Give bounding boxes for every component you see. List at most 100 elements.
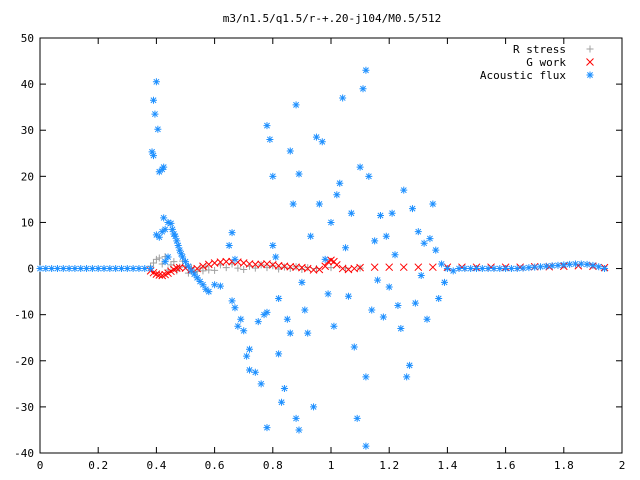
data-point <box>484 265 492 273</box>
data-point <box>583 260 591 268</box>
data-point <box>537 263 545 271</box>
data-point <box>289 200 297 208</box>
data-point <box>155 254 163 262</box>
x-tick-label: 1.2 <box>379 459 399 472</box>
data-point <box>318 138 326 146</box>
data-point <box>315 265 324 274</box>
data-point <box>280 263 288 271</box>
data-point <box>385 283 393 291</box>
data-point <box>148 148 156 156</box>
data-point <box>443 265 451 273</box>
data-point <box>333 191 341 199</box>
data-point <box>225 242 233 249</box>
data-point <box>548 262 556 270</box>
data-point <box>251 260 260 269</box>
data-point <box>149 152 157 160</box>
legend-marker-icon <box>586 71 594 79</box>
data-point <box>237 315 245 323</box>
data-point <box>88 265 96 273</box>
y-tick-label: -40 <box>14 447 34 460</box>
y-tick-label: 20 <box>21 170 34 183</box>
data-point <box>315 200 323 208</box>
data-point <box>531 263 539 271</box>
data-point <box>362 373 370 381</box>
data-point <box>272 253 280 261</box>
data-point <box>83 265 91 273</box>
data-point <box>295 170 303 178</box>
data-point <box>397 325 405 332</box>
data-point <box>269 172 277 180</box>
data-point <box>190 270 198 278</box>
data-point <box>170 258 178 266</box>
data-point <box>601 265 609 273</box>
data-point <box>129 265 137 273</box>
legend-label: G work <box>526 56 566 69</box>
data-point <box>141 265 149 273</box>
data-point <box>478 265 486 273</box>
legend-label: Acoustic flux <box>480 69 566 82</box>
data-point <box>94 265 102 273</box>
data-point <box>160 214 168 222</box>
data-point <box>595 263 603 271</box>
x-tick-label: 0.8 <box>263 459 283 472</box>
data-point <box>263 424 271 432</box>
data-points <box>36 66 609 450</box>
data-point <box>414 263 423 272</box>
data-point <box>149 259 157 267</box>
data-point <box>71 265 79 273</box>
data-point <box>391 251 399 259</box>
data-point <box>394 301 402 309</box>
data-point <box>199 281 207 289</box>
data-point <box>490 265 498 273</box>
legend-label: R stress <box>513 43 566 56</box>
data-point <box>295 426 303 434</box>
data-point <box>429 200 437 208</box>
data-point <box>269 262 277 270</box>
data-point <box>167 219 175 227</box>
data-point <box>77 265 85 273</box>
data-point <box>292 414 300 422</box>
data-point <box>243 352 251 360</box>
data-point <box>173 237 181 245</box>
data-point <box>135 265 143 273</box>
data-point <box>168 225 176 233</box>
data-point <box>327 264 335 272</box>
data-point <box>507 265 515 273</box>
data-point <box>432 246 440 254</box>
legend-marker-icon <box>586 58 594 66</box>
data-point <box>385 263 394 272</box>
data-point <box>301 306 309 314</box>
data-point <box>177 250 185 258</box>
y-tick-label: 0 <box>27 263 34 276</box>
data-point <box>298 278 306 286</box>
data-point <box>234 264 242 272</box>
data-point <box>266 135 274 143</box>
plot-frame <box>39 37 623 454</box>
data-point <box>231 304 239 312</box>
data-point <box>321 255 329 263</box>
data-point <box>342 244 350 252</box>
data-point <box>542 262 550 270</box>
data-point <box>187 267 195 275</box>
data-point <box>164 218 172 226</box>
data-point <box>152 255 160 263</box>
data-point <box>438 260 446 268</box>
data-point <box>170 230 178 238</box>
data-point <box>310 403 318 411</box>
data-point <box>303 264 312 273</box>
data-point <box>59 265 67 273</box>
data-point <box>379 313 387 321</box>
data-point <box>330 322 338 330</box>
data-point <box>254 318 262 326</box>
data-point <box>151 110 159 118</box>
data-point <box>251 264 259 272</box>
data-point <box>368 306 376 314</box>
data-point <box>222 257 231 266</box>
data-point <box>519 264 527 272</box>
data-point <box>184 262 192 270</box>
x-tick-label: 1.4 <box>437 459 457 472</box>
x-tick-label: 2 <box>619 459 626 472</box>
data-point <box>275 295 283 303</box>
data-point <box>147 265 155 273</box>
data-point <box>199 267 207 275</box>
